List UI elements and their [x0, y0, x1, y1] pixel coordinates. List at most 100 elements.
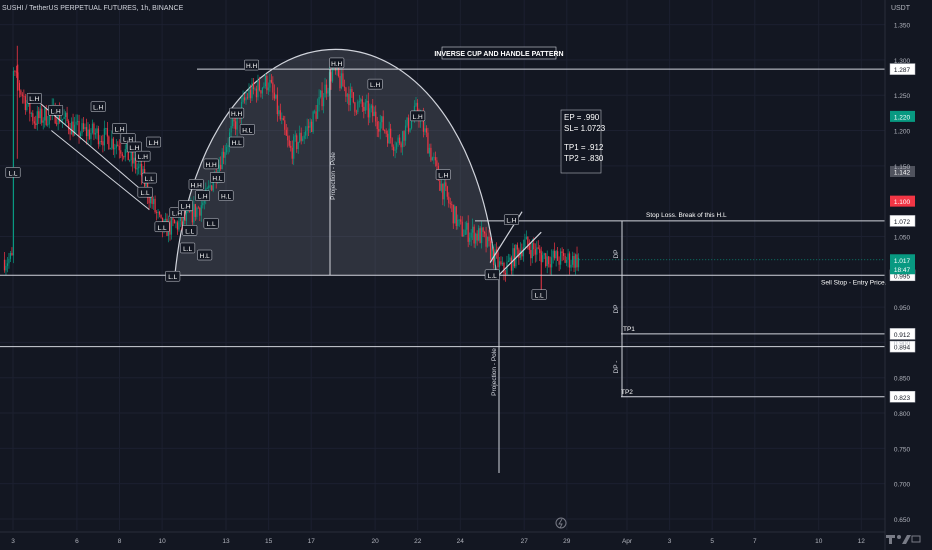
trade-info-line: SL= 1.0723 [564, 124, 606, 133]
candle-body [224, 152, 226, 158]
trade-info-line: EP = .990 [564, 113, 600, 122]
candle-body [510, 257, 513, 271]
candle-body [478, 228, 480, 241]
candle-body [542, 255, 544, 263]
candle-body [115, 144, 117, 148]
candle-body [97, 128, 100, 145]
level-badge [889, 63, 916, 75]
candle-body [114, 147, 116, 150]
candle-body [106, 128, 108, 137]
candle-body [537, 247, 539, 249]
candle-body [531, 243, 533, 259]
candle-body [72, 121, 74, 136]
candle-body [82, 123, 85, 130]
candle-body [24, 96, 26, 111]
candle-body [87, 129, 89, 137]
candle-body [79, 133, 82, 137]
y-tick-label: 0.950 [894, 305, 911, 312]
candle-body [318, 96, 320, 105]
swing-label: L.H [138, 154, 148, 161]
candle-body [488, 236, 490, 242]
candle-body [248, 89, 250, 98]
swing-label-box [182, 225, 198, 236]
candle-body [361, 99, 363, 107]
candle-body [449, 203, 451, 205]
candle-body [384, 130, 386, 131]
candle-body [70, 121, 73, 135]
flag-line [498, 231, 542, 276]
candle-body [536, 247, 538, 255]
y-tick-label: 0.800 [894, 411, 911, 418]
swing-label: L.H [438, 173, 448, 180]
candle-body [62, 118, 64, 121]
candle-body [65, 112, 67, 118]
candle-body [73, 124, 76, 136]
candle-body [445, 182, 447, 187]
candle-body [404, 125, 407, 141]
dp-label: DP - [613, 361, 620, 374]
candle-body [485, 233, 487, 247]
candle-body [78, 121, 80, 137]
channel-line [40, 103, 144, 192]
candle-body [273, 92, 275, 99]
candle-body [164, 218, 167, 221]
candle-body [206, 187, 208, 189]
candle-body [221, 151, 223, 170]
swing-label: L.L [8, 170, 17, 177]
candle-body [396, 143, 398, 150]
candle-body [522, 247, 524, 257]
price-badge [890, 254, 915, 275]
candle-body [12, 71, 15, 256]
candle-body [152, 198, 155, 205]
swing-label: H.L [232, 140, 243, 147]
y-tick-label: 0.700 [894, 482, 911, 489]
candle-body [451, 204, 453, 205]
candle-body [322, 97, 325, 107]
candle-body [44, 108, 46, 121]
candle-body [120, 150, 122, 154]
candle-body [227, 144, 229, 148]
swing-label-box [197, 249, 213, 261]
level-badge [889, 328, 916, 340]
candle-body [352, 92, 354, 103]
x-tick-label: 20 [371, 538, 379, 545]
candle-body [530, 250, 532, 259]
candle-body [455, 206, 457, 227]
candle-body [282, 118, 284, 121]
candle-body [424, 128, 426, 132]
candle-body [35, 123, 37, 126]
candle-body [263, 86, 265, 88]
candle-body [346, 94, 349, 97]
candle-body [133, 157, 135, 164]
candle-body [261, 87, 264, 94]
candle-body [461, 221, 463, 237]
candle-body [158, 211, 161, 215]
candle-body [193, 204, 195, 223]
candle-body [472, 226, 474, 233]
candle-body [565, 259, 568, 263]
price-badge-label: 1.220 [894, 114, 911, 121]
candle-body [515, 244, 517, 267]
candle-body [354, 102, 356, 112]
candle-body [557, 251, 559, 261]
candle-body [464, 229, 466, 235]
channel-line [51, 130, 150, 211]
swing-label: L.H [198, 194, 208, 201]
candle-body [367, 100, 369, 118]
swing-label-box [180, 242, 196, 254]
swing-label-box [218, 190, 234, 201]
candle-body [497, 252, 499, 268]
y-tick-label: 1.150 [894, 164, 911, 171]
candle-body [330, 72, 332, 82]
candle-body [331, 67, 334, 82]
candle-body [302, 138, 304, 141]
candle-body [234, 121, 237, 130]
candle-body [340, 73, 343, 89]
level-badge [889, 340, 916, 353]
swing-label: L.H [123, 136, 133, 143]
candle-body [574, 254, 577, 268]
candle-body [281, 118, 283, 120]
chart-title: INVERSE CUP AND HANDLE PATTERN [434, 51, 563, 58]
candle-body [182, 215, 184, 225]
